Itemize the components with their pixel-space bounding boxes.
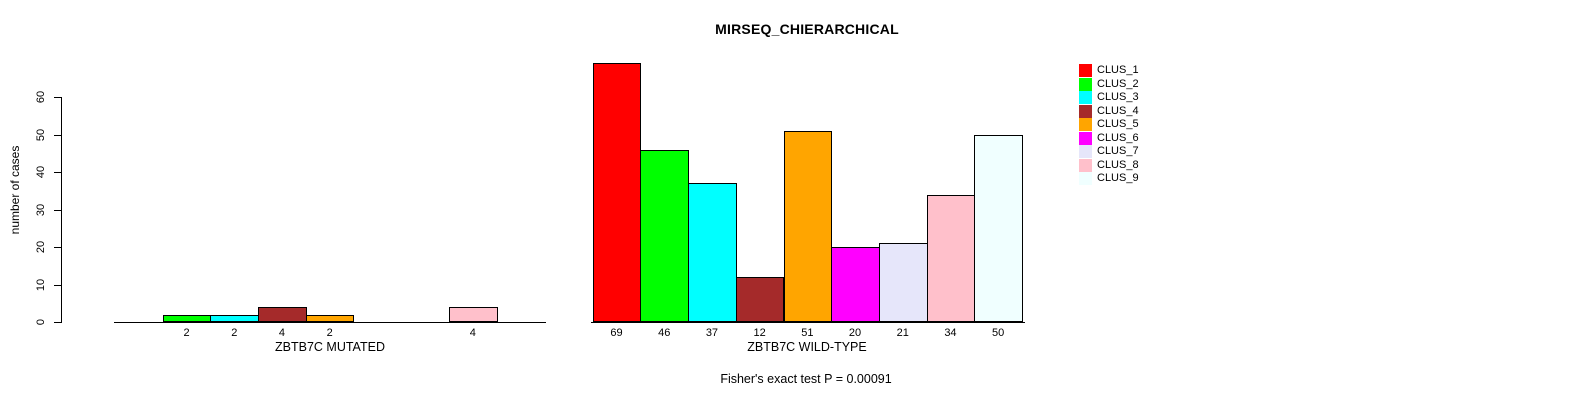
bar-value-label: 50 [992, 327, 1005, 339]
bar-clus_1 [592, 63, 642, 322]
legend-swatch-clus_4 [1079, 104, 1092, 118]
y-axis-tick [54, 322, 61, 323]
x-axis-line-wild-type [591, 322, 1025, 323]
y-axis-tick [54, 97, 61, 98]
legend-item: CLUS_9 [1079, 172, 1139, 185]
legend-item: CLUS_7 [1079, 145, 1139, 158]
group-label-wild-type: ZBTB7C WILD-TYPE [747, 340, 867, 354]
legend-item: CLUS_1 [1079, 64, 1139, 77]
legend-label: CLUS_5 [1097, 118, 1139, 130]
bar-value-label: 2 [231, 327, 238, 339]
bar-clus_7 [878, 243, 928, 322]
bar-value-label: 37 [705, 327, 719, 339]
bar-value-label: 34 [944, 327, 957, 339]
bar-value-label: 2 [183, 327, 190, 339]
y-axis-tick [54, 209, 61, 211]
legend-label: CLUS_9 [1097, 172, 1139, 184]
bar-clus_8 [448, 307, 498, 322]
group-label-mutated: ZBTB7C MUTATED [275, 340, 385, 354]
bar-value-label: 2 [326, 327, 333, 339]
bar-value-label: 4 [278, 327, 285, 339]
legend-swatch-clus_2 [1079, 77, 1092, 91]
legend-swatch-clus_3 [1079, 91, 1092, 104]
bar-clus_5 [305, 314, 355, 322]
bar-value-label: 51 [801, 327, 814, 339]
bar-clus_2 [640, 149, 690, 322]
y-axis-tick [54, 172, 61, 173]
bar-value-label: 20 [848, 327, 862, 339]
bar-value-label: 12 [753, 327, 766, 339]
y-axis-tick-label: 30 [35, 203, 47, 216]
y-axis-tick-label: 0 [35, 318, 47, 326]
fisher-test-caption: Fisher's exact test P = 0.00091 [720, 372, 892, 386]
bar-clus_2 [162, 314, 212, 322]
legend-swatch-clus_9 [1079, 172, 1092, 185]
bar-clus_4 [735, 277, 785, 322]
bar-clus_9 [974, 134, 1023, 322]
bar-clus_5 [783, 130, 833, 322]
y-axis-line [61, 97, 62, 323]
legend-label: CLUS_8 [1097, 158, 1139, 171]
y-axis-tick-label: 40 [35, 165, 47, 179]
legend-swatch-clus_6 [1079, 131, 1092, 145]
y-axis-tick-label: 20 [35, 240, 47, 254]
x-axis-line-mutated [114, 322, 546, 323]
bar-value-label: 69 [610, 327, 623, 339]
bar-clus_4 [258, 307, 307, 322]
bar-value-label: 46 [658, 327, 671, 339]
legend-item: CLUS_3 [1079, 91, 1139, 104]
y-axis-tick [54, 247, 61, 248]
legend-item: CLUS_5 [1079, 118, 1139, 131]
legend-label: CLUS_3 [1097, 91, 1139, 103]
legend-label: CLUS_6 [1097, 131, 1139, 144]
bar-value-label: 4 [469, 327, 476, 339]
legend-swatch-clus_8 [1079, 158, 1092, 172]
bar-clus_3 [688, 183, 737, 322]
bar-clus_6 [831, 247, 880, 322]
bar-value-label: 21 [896, 327, 909, 339]
legend-label: CLUS_4 [1097, 104, 1139, 117]
legend-swatch-clus_1 [1079, 64, 1092, 77]
legend-item: CLUS_2 [1079, 77, 1139, 91]
y-axis-tick [54, 134, 61, 136]
chart-title: MIRSEQ_CHIERARCHICAL [715, 21, 899, 37]
legend-swatch-clus_7 [1079, 145, 1092, 158]
y-axis-tick-label: 60 [35, 90, 47, 104]
legend-item: CLUS_4 [1079, 104, 1139, 118]
legend-swatch-clus_5 [1079, 118, 1092, 131]
y-axis-tick-label: 50 [35, 128, 47, 141]
y-axis-title: number of cases [8, 145, 22, 235]
legend-label: CLUS_7 [1097, 145, 1139, 157]
bar-clus_3 [210, 314, 260, 322]
legend-item: CLUS_6 [1079, 131, 1139, 145]
legend-label: CLUS_1 [1097, 64, 1139, 76]
bar-clus_8 [926, 194, 976, 322]
legend-label: CLUS_2 [1097, 77, 1139, 90]
y-axis-tick-label: 10 [35, 278, 47, 291]
legend-item: CLUS_8 [1079, 158, 1139, 172]
y-axis-tick [54, 284, 61, 286]
